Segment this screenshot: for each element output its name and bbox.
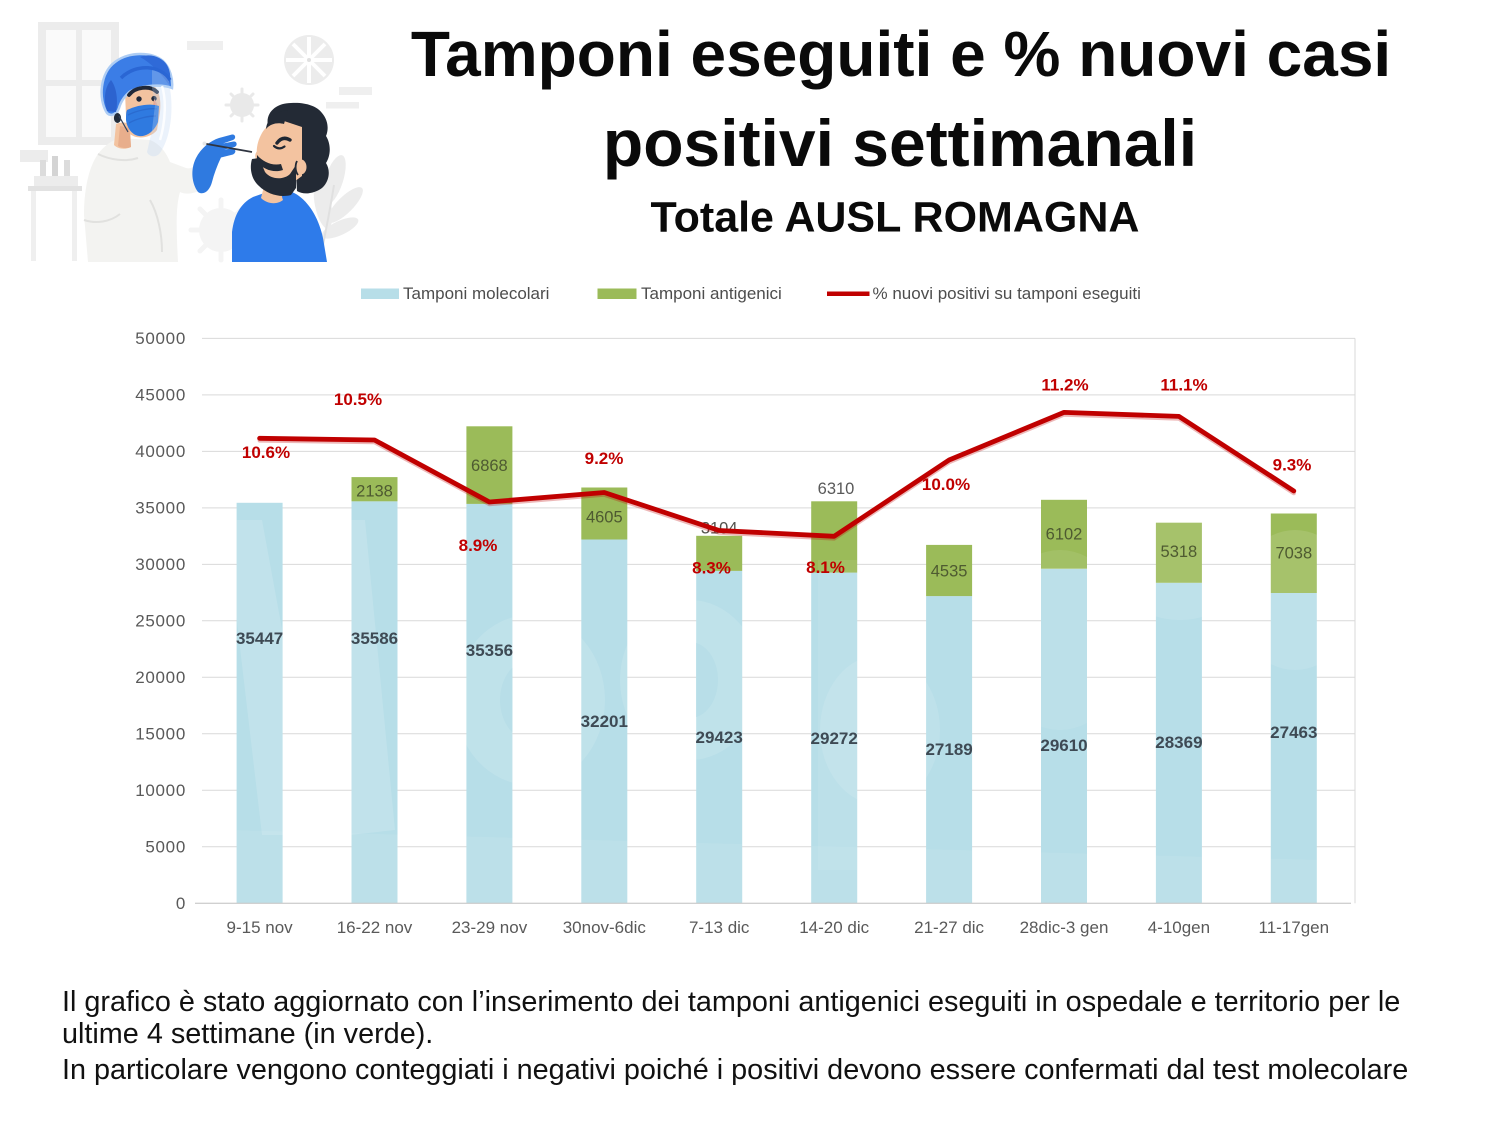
svg-text:2138: 2138: [356, 483, 393, 501]
svg-text:9-15 nov: 9-15 nov: [227, 918, 294, 937]
svg-text:9.2%: 9.2%: [585, 449, 624, 468]
svg-text:15000: 15000: [135, 724, 186, 743]
svg-text:40000: 40000: [135, 442, 186, 461]
svg-text:28369: 28369: [1155, 733, 1202, 752]
svg-text:Il grafico è stato aggiornato: Il grafico è stato aggiornato con l’inse…: [62, 986, 1400, 1018]
svg-text:positivi settimanali: positivi settimanali: [603, 106, 1197, 180]
svg-text:21-27 dic: 21-27 dic: [914, 918, 984, 937]
svg-text:29423: 29423: [696, 728, 743, 747]
svg-text:In particolare vengono contegg: In particolare vengono conteggiati i neg…: [62, 1054, 1408, 1086]
svg-text:14-20 dic: 14-20 dic: [799, 918, 869, 937]
svg-text:Tamponi molecolari: Tamponi molecolari: [403, 284, 549, 303]
svg-text:11.2%: 11.2%: [1041, 376, 1088, 395]
svg-text:27189: 27189: [925, 740, 972, 759]
svg-text:45000: 45000: [135, 385, 186, 404]
svg-text:10000: 10000: [135, 781, 186, 800]
svg-text:11-17gen: 11-17gen: [1259, 918, 1330, 937]
svg-text:5318: 5318: [1161, 543, 1198, 561]
svg-text:7038: 7038: [1275, 545, 1312, 563]
svg-text:16-22 nov: 16-22 nov: [337, 918, 413, 937]
svg-text:32201: 32201: [581, 712, 628, 731]
svg-text:20000: 20000: [135, 668, 186, 687]
svg-text:35356: 35356: [466, 641, 513, 660]
svg-text:9.3%: 9.3%: [1273, 456, 1312, 475]
svg-text:4-10gen: 4-10gen: [1148, 918, 1210, 937]
svg-text:6310: 6310: [818, 480, 855, 498]
svg-text:25000: 25000: [135, 611, 186, 630]
svg-text:% nuovi positivi su tamponi es: % nuovi positivi su tamponi eseguiti: [873, 284, 1141, 303]
svg-text:4605: 4605: [586, 509, 623, 527]
svg-text:6102: 6102: [1046, 526, 1083, 544]
svg-text:28dic-3 gen: 28dic-3 gen: [1020, 918, 1109, 937]
svg-text:ultime 4 settimane (in verde).: ultime 4 settimane (in verde).: [62, 1018, 433, 1050]
svg-text:11.1%: 11.1%: [1160, 376, 1207, 395]
svg-text:10.0%: 10.0%: [922, 475, 970, 494]
svg-text:50000: 50000: [135, 329, 186, 348]
svg-text:10.6%: 10.6%: [242, 443, 290, 462]
svg-text:30nov-6dic: 30nov-6dic: [563, 918, 647, 937]
svg-text:35586: 35586: [351, 629, 398, 648]
svg-text:8.9%: 8.9%: [459, 536, 498, 555]
svg-text:6868: 6868: [471, 457, 508, 475]
svg-text:29272: 29272: [811, 729, 858, 748]
svg-text:5000: 5000: [145, 837, 186, 856]
svg-text:8.3%: 8.3%: [692, 559, 731, 578]
svg-text:35000: 35000: [135, 498, 186, 517]
svg-text:Tamponi eseguiti e % nuovi cas: Tamponi eseguiti e % nuovi casi: [411, 18, 1391, 90]
svg-text:23-29 nov: 23-29 nov: [452, 918, 528, 937]
svg-text:30000: 30000: [135, 555, 186, 574]
svg-text:35447: 35447: [236, 629, 283, 648]
svg-text:4535: 4535: [931, 563, 968, 581]
svg-text:10.5%: 10.5%: [334, 390, 382, 409]
svg-text:29610: 29610: [1040, 736, 1087, 755]
svg-text:7-13 dic: 7-13 dic: [689, 918, 750, 937]
svg-text:Tamponi antigenici: Tamponi antigenici: [641, 284, 782, 303]
svg-text:Totale AUSL ROMAGNA: Totale AUSL ROMAGNA: [651, 194, 1140, 242]
svg-text:0: 0: [176, 894, 186, 913]
svg-text:27463: 27463: [1270, 723, 1317, 742]
svg-text:8.1%: 8.1%: [806, 558, 845, 577]
